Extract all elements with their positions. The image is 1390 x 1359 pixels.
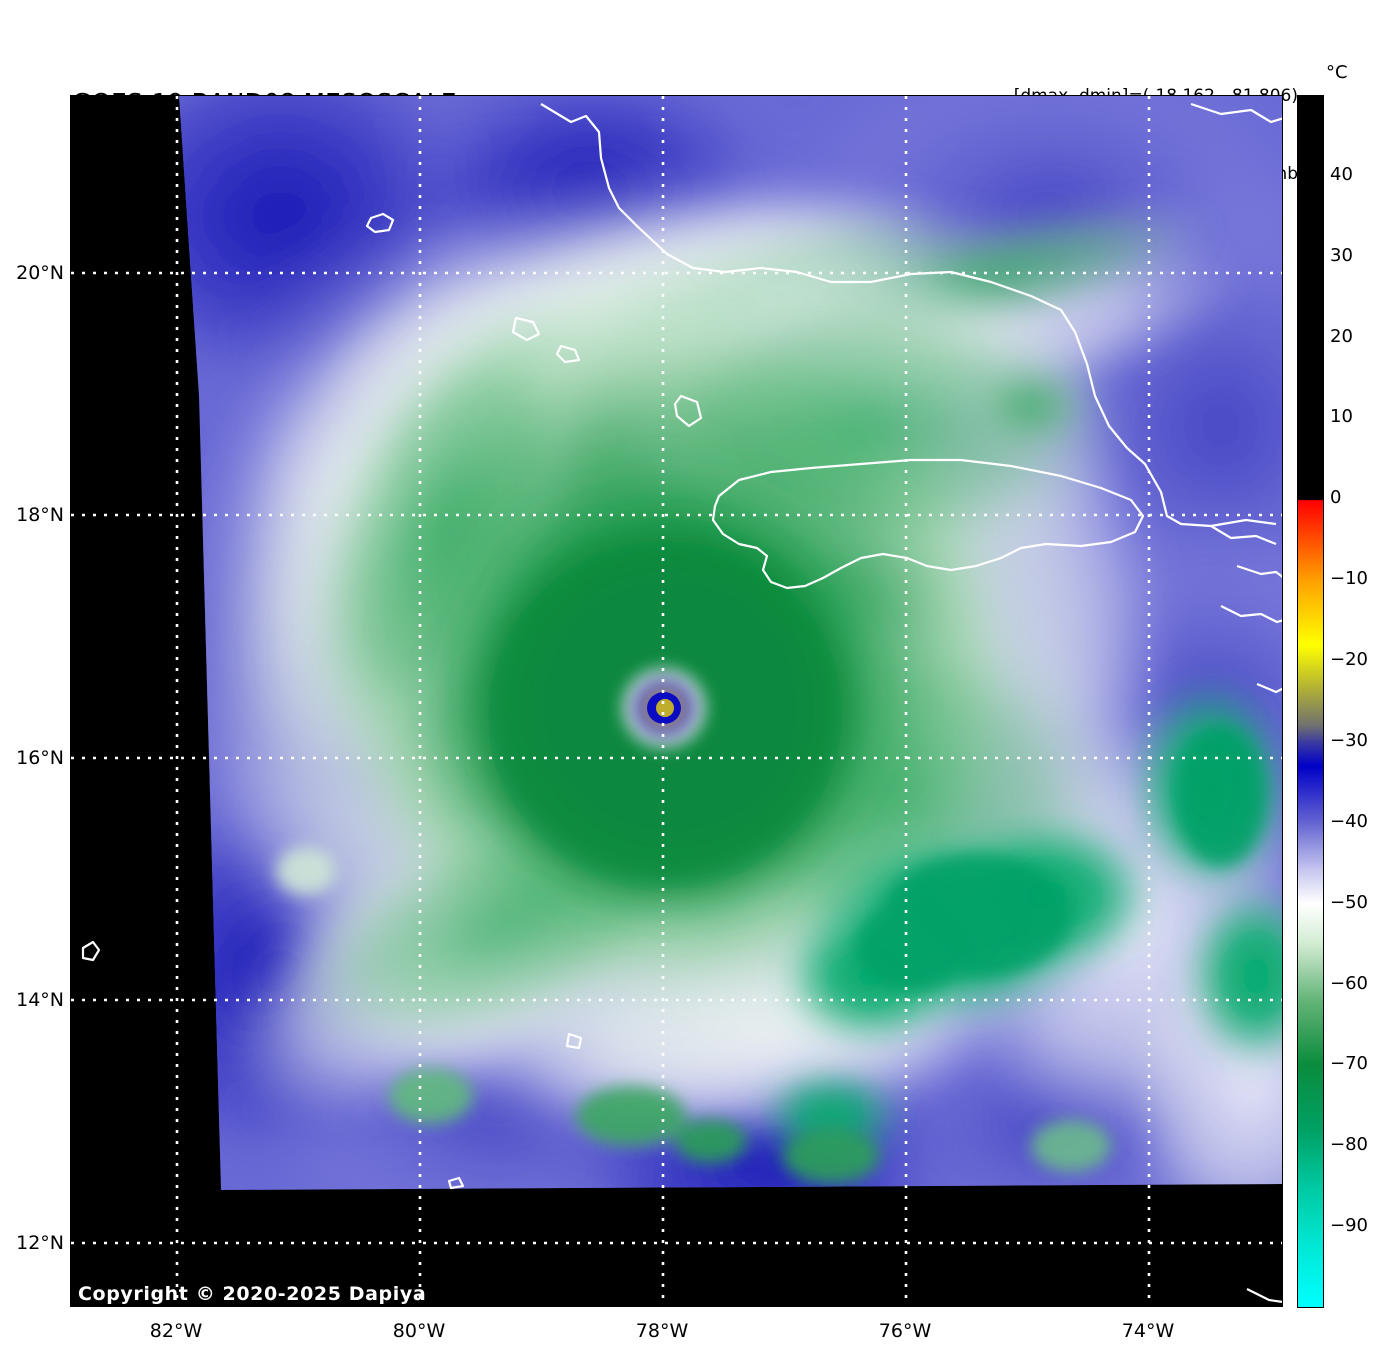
colorbar-tick-neg50: −50 xyxy=(1330,891,1368,913)
y-axis-tick-12n: 12°N xyxy=(16,1232,64,1254)
colorbar-tick-0: 0 xyxy=(1330,487,1342,509)
colorbar-tick-neg80: −80 xyxy=(1330,1134,1368,1156)
x-axis-tick-78w: 78°W xyxy=(635,1320,689,1342)
y-axis-tick-20n: 20°N xyxy=(16,262,64,284)
y-axis-tick-14n: 14°N xyxy=(16,989,64,1011)
lonlat-gridlines xyxy=(71,96,1282,1306)
copyright-notice: Copyright © 2020-2025 Dapiya xyxy=(78,1283,427,1305)
y-axis-tick-18n: 18°N xyxy=(16,504,64,526)
temperature-colorbar xyxy=(1297,95,1324,1308)
colorbar-tick-neg60: −60 xyxy=(1330,972,1368,994)
colorbar-tick-neg40: −40 xyxy=(1330,810,1368,832)
x-axis-tick-82w: 82°W xyxy=(149,1320,203,1342)
satellite-imagery-canvas xyxy=(71,96,1282,1306)
colorbar-tick-30: 30 xyxy=(1330,244,1353,266)
x-axis-tick-80w: 80°W xyxy=(392,1320,446,1342)
colorbar-gradient xyxy=(1298,96,1323,1307)
satellite-image-plot xyxy=(70,95,1283,1307)
x-axis-tick-76w: 76°W xyxy=(878,1320,932,1342)
colorbar-tick-20: 20 xyxy=(1330,325,1353,347)
colorbar-tick-neg20: −20 xyxy=(1330,649,1368,671)
colorbar-tick-neg90: −90 xyxy=(1330,1215,1368,1237)
colorbar-unit-label: °C xyxy=(1326,62,1348,83)
y-axis-tick-16n: 16°N xyxy=(16,747,64,769)
x-axis-tick-74w: 74°W xyxy=(1121,1320,1175,1342)
colorbar-tick-neg10: −10 xyxy=(1330,568,1368,590)
colorbar-tick-neg30: −30 xyxy=(1330,729,1368,751)
hurricane-eye xyxy=(620,666,708,750)
colorbar-tick-10: 10 xyxy=(1330,406,1353,428)
colorbar-tick-40: 40 xyxy=(1330,163,1353,185)
colorbar-tick-neg70: −70 xyxy=(1330,1053,1368,1075)
ir-brightness-temperature-field xyxy=(179,96,1282,1190)
